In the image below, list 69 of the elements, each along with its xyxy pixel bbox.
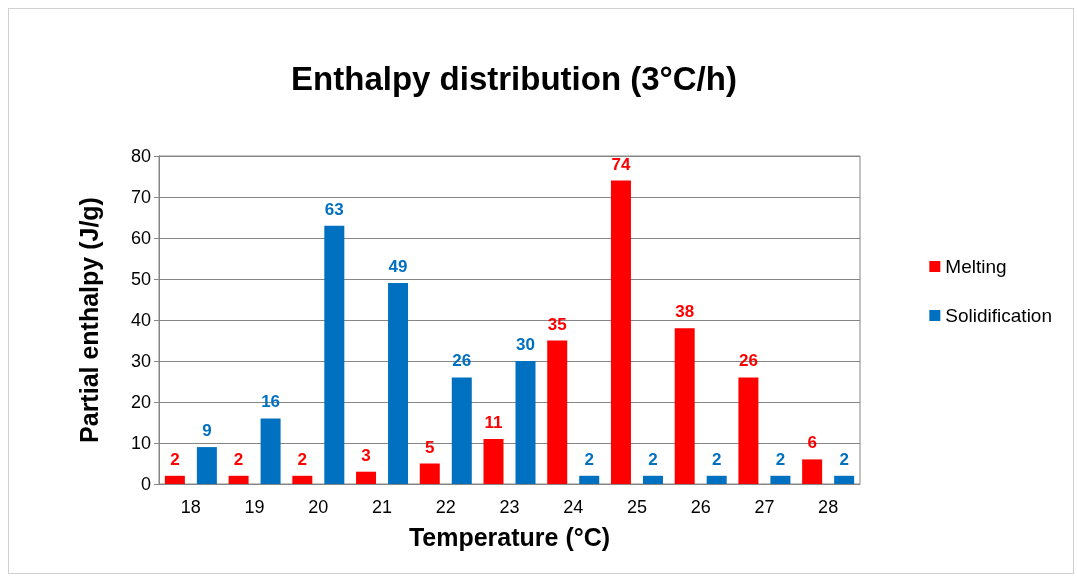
data-label: 2 <box>711 449 722 469</box>
x-tick-label: 28 <box>818 497 839 517</box>
data-label: 63 <box>324 199 344 219</box>
legend-label: Melting <box>945 256 1007 277</box>
bar <box>324 225 345 484</box>
x-tick-label: 20 <box>308 497 329 517</box>
x-tick-label: 22 <box>435 497 456 517</box>
data-label: 11 <box>484 412 503 432</box>
bar <box>292 475 313 484</box>
data-label: 16 <box>261 392 281 412</box>
bar <box>451 377 472 484</box>
bar <box>515 361 536 484</box>
y-tick-label: 20 <box>130 392 151 412</box>
bar <box>419 463 440 484</box>
bar <box>196 447 217 484</box>
bar <box>706 475 727 484</box>
y-tick-label: 30 <box>130 351 151 371</box>
x-tick-label: 25 <box>626 497 647 517</box>
data-label: 6 <box>807 433 817 453</box>
data-label: 2 <box>839 449 849 469</box>
bar <box>260 418 281 484</box>
data-label: 2 <box>648 449 658 469</box>
y-tick-label: 70 <box>130 187 151 207</box>
y-tick-label: 50 <box>130 269 151 289</box>
bar <box>356 471 377 484</box>
y-axis-title: Partial enthalpy (J/g) <box>74 197 103 443</box>
x-tick-label: 27 <box>754 497 775 517</box>
x-axis-title: Temperature (°C) <box>408 522 611 551</box>
bar <box>579 475 600 484</box>
data-label: 2 <box>170 449 180 469</box>
x-tick-label: 21 <box>372 497 393 517</box>
bar <box>770 475 791 484</box>
bar <box>802 459 823 484</box>
y-tick-label: 40 <box>130 310 151 330</box>
chart-title: Enthalpy distribution (3°C/h) <box>291 60 737 97</box>
y-tick-label: 0 <box>140 474 151 494</box>
bar <box>674 328 695 484</box>
bar <box>642 475 663 484</box>
bar <box>483 438 504 484</box>
data-label: 5 <box>425 437 435 457</box>
data-label: 2 <box>233 449 244 469</box>
bar <box>164 475 185 484</box>
y-tick-label: 80 <box>130 146 151 166</box>
data-label: 3 <box>361 445 371 465</box>
y-tick-label: 10 <box>130 433 151 453</box>
x-tick-label: 23 <box>499 497 520 517</box>
data-label: 35 <box>547 314 567 334</box>
data-label: 2 <box>297 449 308 469</box>
data-label: 26 <box>738 351 758 371</box>
bar <box>738 377 759 484</box>
legend-label: Solidification <box>945 305 1052 326</box>
data-label: 38 <box>675 302 695 322</box>
bar <box>388 283 409 484</box>
data-label: 30 <box>516 335 535 354</box>
data-label: 9 <box>202 421 212 441</box>
y-tick-label: 60 <box>130 228 151 248</box>
x-tick-label: 26 <box>690 497 711 517</box>
data-label: 74 <box>611 154 631 174</box>
x-tick-label: 19 <box>244 497 265 517</box>
data-label: 26 <box>452 351 472 371</box>
bar <box>547 340 568 484</box>
data-label: 2 <box>584 449 594 469</box>
bar <box>610 180 631 484</box>
bar <box>228 475 249 484</box>
bar <box>834 475 855 484</box>
data-label: 2 <box>775 449 786 469</box>
x-tick-label: 24 <box>563 497 584 517</box>
data-label: 49 <box>388 257 408 277</box>
x-tick-label: 18 <box>180 497 201 517</box>
